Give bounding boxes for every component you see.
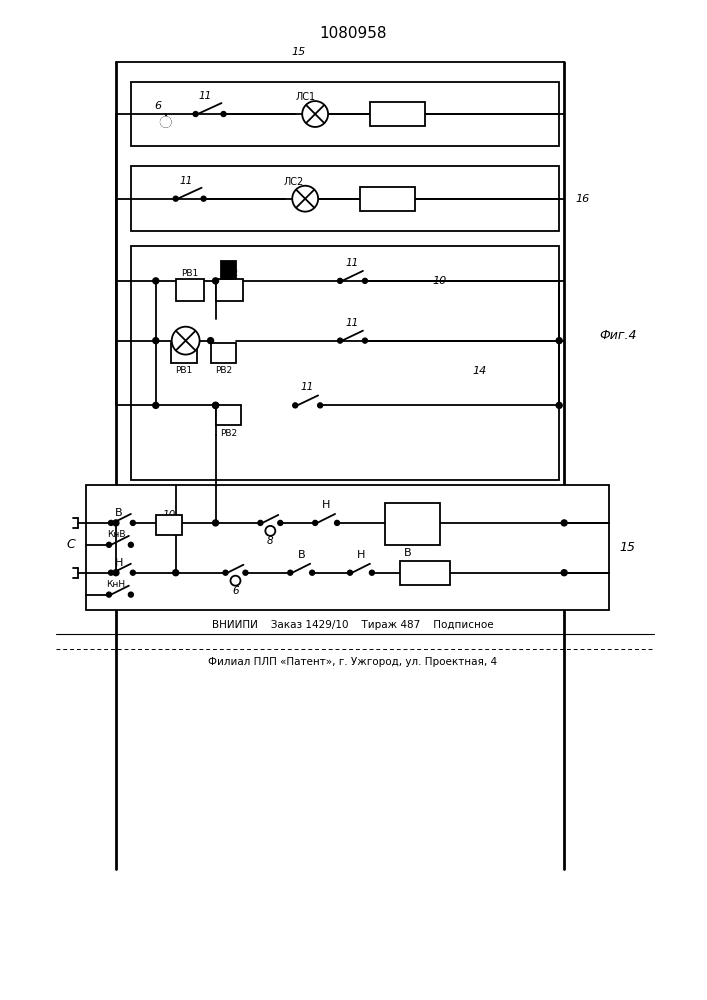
- Bar: [370, 102, 425, 126]
- Circle shape: [173, 196, 178, 201]
- Text: Н: Н: [322, 500, 330, 510]
- Text: В: В: [404, 548, 411, 558]
- Circle shape: [153, 278, 159, 284]
- Text: 15: 15: [619, 541, 635, 554]
- Circle shape: [130, 570, 135, 575]
- Text: 10: 10: [433, 276, 447, 286]
- Circle shape: [302, 101, 328, 127]
- Text: РВ2: РВ2: [221, 269, 238, 278]
- Circle shape: [153, 338, 159, 344]
- Circle shape: [337, 338, 343, 343]
- Bar: [156, 515, 182, 535]
- Circle shape: [113, 520, 119, 526]
- Circle shape: [213, 402, 218, 408]
- Text: С: С: [66, 538, 76, 551]
- Circle shape: [213, 278, 218, 284]
- Circle shape: [288, 570, 293, 575]
- Bar: [221, 261, 236, 279]
- Text: 15: 15: [291, 47, 305, 57]
- Text: В: В: [115, 508, 123, 518]
- Bar: [131, 82, 559, 146]
- Circle shape: [293, 403, 298, 408]
- Circle shape: [173, 570, 179, 576]
- Circle shape: [556, 338, 562, 344]
- Circle shape: [130, 520, 135, 525]
- Text: ВНИИПИ    Заказ 1429/10    Тираж 487    Подписное: ВНИИПИ Заказ 1429/10 Тираж 487 Подписное: [212, 620, 493, 630]
- Text: 11: 11: [179, 176, 192, 186]
- Circle shape: [108, 570, 113, 575]
- Circle shape: [208, 338, 214, 344]
- Text: РВ2: РВ2: [215, 366, 232, 375]
- Text: 11: 11: [300, 382, 314, 392]
- Bar: [176, 279, 204, 301]
- Circle shape: [348, 570, 353, 575]
- Text: РВ2: РВ2: [220, 429, 237, 438]
- Text: 8: 8: [267, 536, 274, 546]
- Circle shape: [160, 117, 170, 127]
- Circle shape: [213, 520, 218, 526]
- Text: Фиг.4: Фиг.4: [599, 329, 636, 342]
- Text: 11: 11: [346, 318, 358, 328]
- Circle shape: [129, 542, 134, 547]
- Bar: [131, 166, 559, 231]
- Circle shape: [337, 278, 343, 283]
- Circle shape: [278, 520, 283, 525]
- Text: 14: 14: [472, 366, 486, 376]
- Text: 1080958: 1080958: [320, 26, 387, 41]
- Circle shape: [561, 570, 567, 576]
- Text: 16: 16: [575, 194, 590, 204]
- Circle shape: [223, 570, 228, 575]
- Circle shape: [561, 520, 567, 526]
- Circle shape: [160, 117, 170, 127]
- Circle shape: [334, 520, 339, 525]
- Circle shape: [292, 186, 318, 212]
- Text: 11: 11: [199, 91, 212, 101]
- Circle shape: [258, 520, 263, 525]
- Bar: [400, 561, 450, 585]
- Text: 10: 10: [162, 510, 175, 520]
- Bar: [360, 187, 415, 211]
- Circle shape: [363, 278, 368, 283]
- Text: Н: Н: [357, 550, 365, 560]
- Circle shape: [201, 196, 206, 201]
- Text: РВ1: РВ1: [175, 366, 192, 375]
- Bar: [131, 246, 559, 480]
- Circle shape: [370, 570, 375, 575]
- Text: ЛС1: ЛС1: [295, 92, 315, 102]
- Circle shape: [310, 570, 315, 575]
- Circle shape: [265, 526, 275, 536]
- Circle shape: [221, 112, 226, 117]
- Circle shape: [193, 112, 198, 117]
- Circle shape: [129, 592, 134, 597]
- Text: В: В: [298, 550, 305, 560]
- Text: Филиал ПЛП «Патент», г. Ужгород, ул. Проектная, 4: Филиал ПЛП «Патент», г. Ужгород, ул. Про…: [209, 657, 498, 667]
- Text: 6: 6: [232, 586, 239, 596]
- Circle shape: [243, 570, 248, 575]
- Bar: [211, 343, 236, 363]
- Text: Н: Н: [115, 558, 123, 568]
- Circle shape: [317, 403, 322, 408]
- Circle shape: [363, 338, 368, 343]
- Circle shape: [213, 402, 218, 408]
- Bar: [385, 503, 440, 545]
- Text: ЛС2: ЛС2: [283, 177, 303, 187]
- Bar: [170, 343, 197, 363]
- Text: 6: 6: [154, 101, 161, 111]
- Circle shape: [107, 592, 112, 597]
- Circle shape: [113, 570, 119, 576]
- Circle shape: [153, 402, 159, 408]
- Circle shape: [108, 520, 113, 525]
- Circle shape: [172, 327, 199, 355]
- Text: КнВ: КнВ: [107, 530, 125, 539]
- Bar: [86, 485, 609, 610]
- Bar: [216, 279, 243, 301]
- Circle shape: [230, 576, 240, 586]
- Bar: [216, 405, 242, 425]
- Text: 11: 11: [346, 258, 358, 268]
- Text: РВ1: РВ1: [181, 269, 198, 278]
- Text: КнН: КнН: [106, 580, 126, 589]
- Circle shape: [556, 402, 562, 408]
- Circle shape: [107, 542, 112, 547]
- Circle shape: [312, 520, 317, 525]
